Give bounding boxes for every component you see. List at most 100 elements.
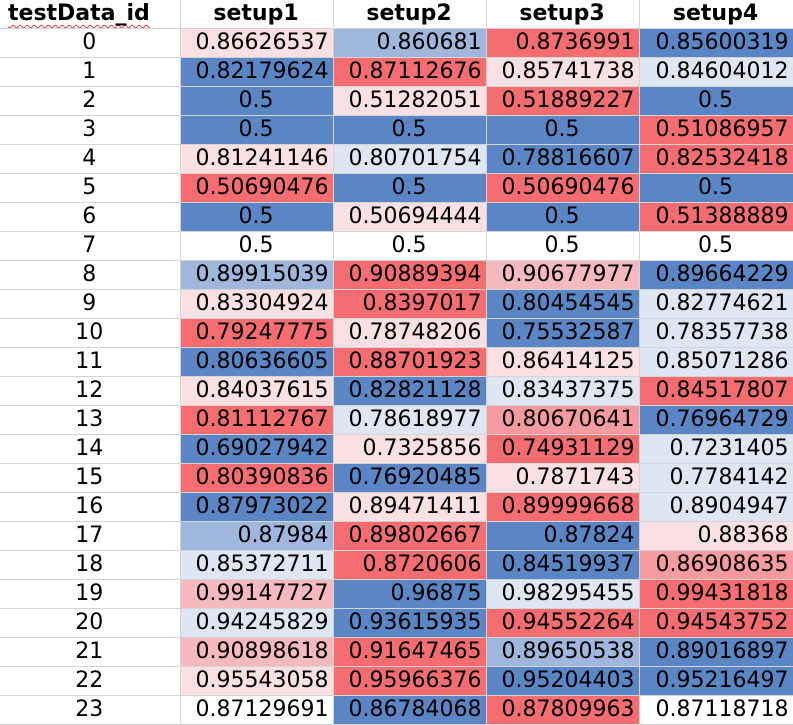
value-cell-setup3[interactable]: 0.75532587 <box>486 318 640 349</box>
value-cell-setup4[interactable]: 0.8904947 <box>639 492 793 523</box>
value-cell-setup4[interactable]: 0.89016897 <box>639 637 793 668</box>
header-setup4[interactable]: setup4 <box>639 0 793 30</box>
value-cell-setup2[interactable]: 0.860681 <box>333 28 487 59</box>
value-cell-setup4[interactable]: 0.94543752 <box>639 608 793 639</box>
value-cell-setup4[interactable]: 0.85600319 <box>639 28 793 59</box>
value-cell-setup1[interactable]: 0.81241146 <box>180 144 334 175</box>
value-cell-setup2[interactable]: 0.86784068 <box>333 695 487 725</box>
value-cell-setup3[interactable]: 0.5 <box>486 202 640 233</box>
row-id-cell[interactable]: 19 <box>0 579 181 610</box>
value-cell-setup2[interactable]: 0.8720606 <box>333 550 487 581</box>
value-cell-setup3[interactable]: 0.5 <box>486 115 640 146</box>
value-cell-setup1[interactable]: 0.90898618 <box>180 637 334 668</box>
value-cell-setup3[interactable]: 0.86414125 <box>486 347 640 378</box>
value-cell-setup4[interactable]: 0.5 <box>639 173 793 204</box>
value-cell-setup4[interactable]: 0.86908635 <box>639 550 793 581</box>
row-id-cell[interactable]: 18 <box>0 550 181 581</box>
value-cell-setup2[interactable]: 0.96875 <box>333 579 487 610</box>
value-cell-setup1[interactable]: 0.94245829 <box>180 608 334 639</box>
value-cell-setup3[interactable]: 0.89999668 <box>486 492 640 523</box>
row-id-cell[interactable]: 13 <box>0 405 181 436</box>
value-cell-setup2[interactable]: 0.91647465 <box>333 637 487 668</box>
value-cell-setup2[interactable]: 0.82821128 <box>333 376 487 407</box>
value-cell-setup4[interactable]: 0.51086957 <box>639 115 793 146</box>
value-cell-setup4[interactable]: 0.95216497 <box>639 666 793 697</box>
value-cell-setup4[interactable]: 0.88368 <box>639 521 793 552</box>
row-id-cell[interactable]: 21 <box>0 637 181 668</box>
value-cell-setup1[interactable]: 0.99147727 <box>180 579 334 610</box>
value-cell-setup1[interactable]: 0.5 <box>180 115 334 146</box>
row-id-cell[interactable]: 2 <box>0 86 181 117</box>
value-cell-setup3[interactable]: 0.5 <box>486 231 640 262</box>
header-setup3[interactable]: setup3 <box>486 0 640 30</box>
row-id-cell[interactable]: 16 <box>0 492 181 523</box>
value-cell-setup1[interactable]: 0.89915039 <box>180 260 334 291</box>
value-cell-setup3[interactable]: 0.78816607 <box>486 144 640 175</box>
row-id-cell[interactable]: 11 <box>0 347 181 378</box>
value-cell-setup2[interactable]: 0.51282051 <box>333 86 487 117</box>
value-cell-setup1[interactable]: 0.86626537 <box>180 28 334 59</box>
value-cell-setup3[interactable]: 0.87809963 <box>486 695 640 725</box>
value-cell-setup4[interactable]: 0.84517807 <box>639 376 793 407</box>
value-cell-setup2[interactable]: 0.78748206 <box>333 318 487 349</box>
row-id-cell[interactable]: 4 <box>0 144 181 175</box>
value-cell-setup2[interactable]: 0.5 <box>333 231 487 262</box>
value-cell-setup3[interactable]: 0.90677977 <box>486 260 640 291</box>
row-id-cell[interactable]: 10 <box>0 318 181 349</box>
value-cell-setup4[interactable]: 0.99431818 <box>639 579 793 610</box>
value-cell-setup2[interactable]: 0.87112676 <box>333 57 487 88</box>
value-cell-setup4[interactable]: 0.76964729 <box>639 405 793 436</box>
row-id-cell[interactable]: 6 <box>0 202 181 233</box>
value-cell-setup3[interactable]: 0.87824 <box>486 521 640 552</box>
value-cell-setup2[interactable]: 0.89471411 <box>333 492 487 523</box>
row-id-cell[interactable]: 14 <box>0 434 181 465</box>
value-cell-setup1[interactable]: 0.81112767 <box>180 405 334 436</box>
value-cell-setup1[interactable]: 0.69027942 <box>180 434 334 465</box>
value-cell-setup4[interactable]: 0.7784142 <box>639 463 793 494</box>
value-cell-setup2[interactable]: 0.50694444 <box>333 202 487 233</box>
value-cell-setup4[interactable]: 0.82532418 <box>639 144 793 175</box>
value-cell-setup1[interactable]: 0.80390836 <box>180 463 334 494</box>
value-cell-setup3[interactable]: 0.85741738 <box>486 57 640 88</box>
value-cell-setup3[interactable]: 0.51889227 <box>486 86 640 117</box>
value-cell-setup3[interactable]: 0.8736991 <box>486 28 640 59</box>
value-cell-setup1[interactable]: 0.95543058 <box>180 666 334 697</box>
header-testdata-id[interactable]: testData_id <box>0 0 181 30</box>
value-cell-setup2[interactable]: 0.7325856 <box>333 434 487 465</box>
value-cell-setup4[interactable]: 0.82774621 <box>639 289 793 320</box>
value-cell-setup1[interactable]: 0.87984 <box>180 521 334 552</box>
value-cell-setup1[interactable]: 0.5 <box>180 202 334 233</box>
value-cell-setup2[interactable]: 0.78618977 <box>333 405 487 436</box>
value-cell-setup2[interactable]: 0.80701754 <box>333 144 487 175</box>
value-cell-setup2[interactable]: 0.76920485 <box>333 463 487 494</box>
value-cell-setup3[interactable]: 0.80454545 <box>486 289 640 320</box>
value-cell-setup3[interactable]: 0.7871743 <box>486 463 640 494</box>
row-id-cell[interactable]: 5 <box>0 173 181 204</box>
value-cell-setup3[interactable]: 0.74931129 <box>486 434 640 465</box>
row-id-cell[interactable]: 8 <box>0 260 181 291</box>
value-cell-setup1[interactable]: 0.84037615 <box>180 376 334 407</box>
value-cell-setup4[interactable]: 0.84604012 <box>639 57 793 88</box>
value-cell-setup3[interactable]: 0.95204403 <box>486 666 640 697</box>
value-cell-setup3[interactable]: 0.84519937 <box>486 550 640 581</box>
value-cell-setup1[interactable]: 0.83304924 <box>180 289 334 320</box>
value-cell-setup2[interactable]: 0.95966376 <box>333 666 487 697</box>
value-cell-setup4[interactable]: 0.78357738 <box>639 318 793 349</box>
value-cell-setup4[interactable]: 0.5 <box>639 231 793 262</box>
row-id-cell[interactable]: 15 <box>0 463 181 494</box>
value-cell-setup1[interactable]: 0.82179624 <box>180 57 334 88</box>
value-cell-setup4[interactable]: 0.51388889 <box>639 202 793 233</box>
value-cell-setup2[interactable]: 0.5 <box>333 173 487 204</box>
value-cell-setup2[interactable]: 0.90889394 <box>333 260 487 291</box>
value-cell-setup2[interactable]: 0.5 <box>333 115 487 146</box>
value-cell-setup2[interactable]: 0.88701923 <box>333 347 487 378</box>
value-cell-setup4[interactable]: 0.89664229 <box>639 260 793 291</box>
value-cell-setup2[interactable]: 0.8397017 <box>333 289 487 320</box>
row-id-cell[interactable]: 23 <box>0 695 181 725</box>
value-cell-setup1[interactable]: 0.79247775 <box>180 318 334 349</box>
value-cell-setup3[interactable]: 0.89650538 <box>486 637 640 668</box>
value-cell-setup4[interactable]: 0.5 <box>639 86 793 117</box>
value-cell-setup3[interactable]: 0.83437375 <box>486 376 640 407</box>
value-cell-setup3[interactable]: 0.80670641 <box>486 405 640 436</box>
value-cell-setup2[interactable]: 0.93615935 <box>333 608 487 639</box>
